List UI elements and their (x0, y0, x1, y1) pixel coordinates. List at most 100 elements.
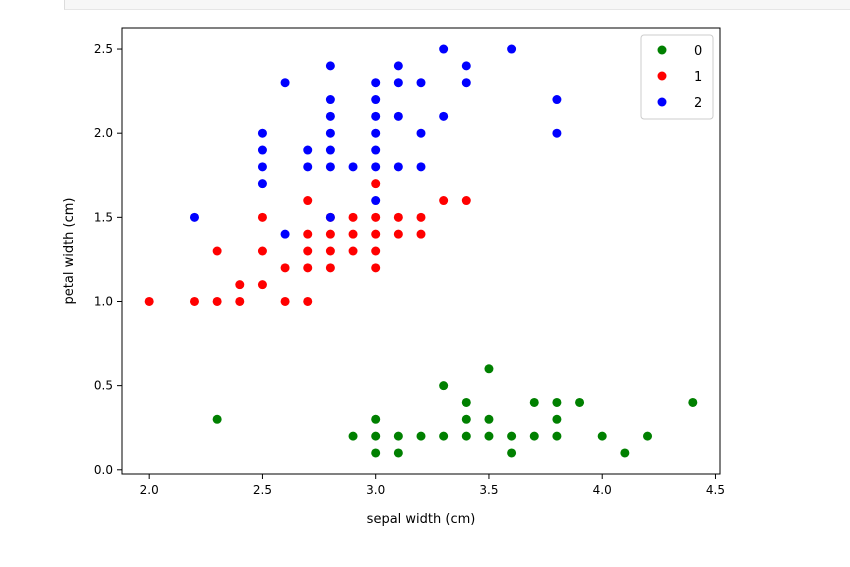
data-point-series-2 (257, 162, 267, 172)
y-axis-label: petal width (cm) (62, 198, 77, 305)
data-point-series-0 (393, 431, 403, 441)
data-point-series-1 (212, 246, 222, 256)
data-point-series-0 (439, 381, 449, 391)
data-point-series-0 (371, 414, 381, 424)
data-point-series-2 (371, 145, 381, 155)
data-point-series-0 (507, 431, 517, 441)
data-point-series-1 (303, 196, 313, 206)
x-tick-label: 4.5 (706, 483, 725, 497)
data-point-series-1 (257, 280, 267, 290)
data-point-series-0 (597, 431, 607, 441)
x-tick-label: 4.0 (593, 483, 612, 497)
data-point-series-2 (280, 78, 290, 88)
data-point-series-2 (280, 229, 290, 239)
data-point-series-1 (235, 280, 245, 290)
data-point-series-0 (552, 414, 562, 424)
data-point-series-1 (325, 229, 335, 239)
data-point-series-0 (620, 448, 630, 458)
data-point-series-2 (303, 145, 313, 155)
data-point-series-0 (484, 414, 494, 424)
y-axis-ticks: 0.0 0.5 1.0 1.5 2.0 2.5 (94, 42, 122, 477)
data-point-series-1 (212, 296, 222, 306)
data-point-series-2 (416, 128, 426, 138)
data-point-series-2 (325, 128, 335, 138)
y-tick-label: 1.5 (94, 210, 113, 224)
data-point-series-1 (325, 246, 335, 256)
data-point-series-0 (575, 397, 585, 407)
data-point-series-2 (416, 162, 426, 172)
data-point-series-2 (439, 44, 449, 54)
data-point-series-1 (257, 212, 267, 222)
data-point-series-2 (393, 111, 403, 121)
data-point-series-0 (507, 448, 517, 458)
data-point-series-1 (416, 229, 426, 239)
data-point-series-1 (348, 246, 358, 256)
data-point-series-2 (552, 95, 562, 105)
legend: 0 1 2 (640, 34, 714, 120)
data-point-series-2 (348, 162, 358, 172)
y-tick-label: 2.0 (94, 126, 113, 140)
data-point-series-0 (484, 431, 494, 441)
data-point-series-0 (461, 397, 471, 407)
data-point-series-1 (303, 263, 313, 273)
data-point-series-2 (257, 128, 267, 138)
data-point-series-2 (257, 179, 267, 189)
legend-label-0: 0 (694, 44, 702, 59)
data-point-series-0 (461, 414, 471, 424)
x-tick-label: 2.5 (253, 483, 272, 497)
data-point-series-2 (393, 61, 403, 71)
data-point-series-0 (552, 431, 562, 441)
data-point-series-2 (371, 196, 381, 206)
data-point-series-1 (439, 196, 449, 206)
data-point-series-2 (325, 61, 335, 71)
data-point-series-0 (371, 431, 381, 441)
data-point-series-1 (280, 296, 290, 306)
data-point-series-2 (325, 145, 335, 155)
data-point-series-1 (416, 212, 426, 222)
data-point-series-2 (416, 78, 426, 88)
data-point-series-0 (348, 431, 358, 441)
legend-entries: 0 1 2 (657, 44, 702, 111)
data-point-series-2 (461, 78, 471, 88)
data-point-series-1 (371, 263, 381, 273)
data-point-series-2 (393, 78, 403, 88)
data-point-series-1 (461, 196, 471, 206)
y-tick-label: 0.0 (94, 463, 113, 477)
data-point-series-2 (325, 111, 335, 121)
data-point-series-1 (280, 263, 290, 273)
data-point-series-1 (189, 296, 199, 306)
data-point-series-0 (439, 431, 449, 441)
data-point-series-1 (257, 246, 267, 256)
data-point-series-0 (552, 397, 562, 407)
legend-marker-2 (657, 97, 667, 107)
data-point-series-2 (507, 44, 517, 54)
data-point-series-0 (643, 431, 653, 441)
data-point-series-2 (371, 111, 381, 121)
y-tick-label: 2.5 (94, 42, 113, 56)
x-axis-label: sepal width (cm) (367, 512, 476, 527)
data-point-series-1 (348, 212, 358, 222)
data-point-series-1 (371, 212, 381, 222)
data-point-series-0 (484, 364, 494, 374)
legend-label-2: 2 (694, 96, 702, 111)
data-point-series-2 (257, 145, 267, 155)
points-layer (144, 44, 698, 458)
data-point-series-0 (688, 397, 698, 407)
data-point-series-2 (325, 212, 335, 222)
x-tick-label: 3.0 (366, 483, 385, 497)
data-point-series-2 (371, 78, 381, 88)
data-point-series-0 (393, 448, 403, 458)
data-point-series-2 (303, 162, 313, 172)
data-point-series-1 (303, 296, 313, 306)
data-point-series-1 (144, 296, 154, 306)
data-point-series-1 (393, 212, 403, 222)
data-point-series-0 (529, 431, 539, 441)
data-point-series-0 (529, 397, 539, 407)
data-point-series-2 (371, 162, 381, 172)
data-point-series-0 (371, 448, 381, 458)
data-point-series-1 (348, 229, 358, 239)
data-point-series-0 (212, 414, 222, 424)
data-point-series-1 (393, 229, 403, 239)
